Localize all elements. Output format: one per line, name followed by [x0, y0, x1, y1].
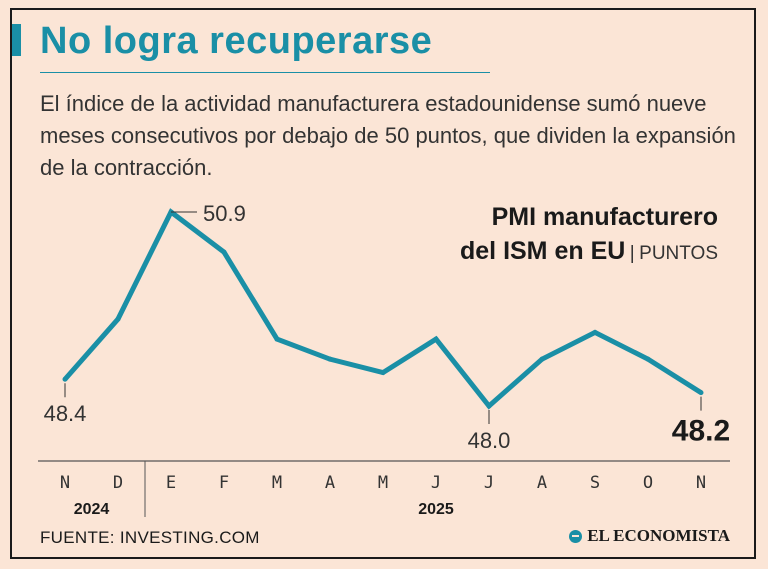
x-tick-label: A	[325, 473, 335, 493]
data-point	[645, 356, 651, 362]
data-point	[433, 336, 439, 342]
x-tick-label: A	[537, 473, 547, 493]
figure-frame	[10, 8, 756, 559]
chart-title-line1: PMI manufacturero	[491, 203, 718, 231]
x-tick-label: D	[113, 473, 123, 493]
title-accent-bar	[12, 24, 21, 56]
chart-unit-label: PUNTOS	[639, 243, 718, 264]
data-point	[592, 329, 598, 335]
chart-title: PMI manufacturero del ISM en EU | PUNTOS	[460, 200, 718, 272]
data-point	[380, 370, 386, 376]
data-point	[274, 336, 280, 342]
series-line-pmi	[63, 208, 703, 410]
x-tick-label: S	[590, 473, 600, 493]
data-point	[62, 376, 68, 382]
x-tick-label: M	[378, 473, 388, 493]
x-tick-label: O	[643, 473, 653, 493]
brand-logo: EL ECONOMISTA	[569, 526, 730, 546]
data-point	[698, 390, 704, 396]
x-tick-label: N	[696, 473, 706, 493]
year-label: 2024	[74, 501, 110, 518]
data-point	[486, 403, 492, 409]
data-label: 48.2	[672, 415, 730, 448]
x-tick-label: F	[219, 473, 229, 493]
x-tick-label: J	[484, 473, 494, 493]
x-tick-label: E	[166, 473, 176, 493]
x-tick-label: N	[60, 473, 70, 493]
chart-title-line2: del ISM en EU	[460, 237, 626, 265]
data-label: 50.9	[203, 201, 246, 226]
source-note: FUENTE: INVESTING.COM	[40, 528, 260, 547]
data-point	[115, 316, 121, 322]
brand-name: EL ECONOMISTA	[587, 526, 730, 545]
title-divider	[40, 72, 490, 73]
page-title: No logra recuperarse	[40, 20, 433, 62]
data-label: 48.4	[44, 401, 87, 426]
x-tick-label: J	[431, 473, 441, 493]
economista-logo-icon	[569, 529, 583, 543]
year-label: 2025	[418, 501, 454, 518]
x-tick-label: M	[272, 473, 282, 493]
data-point	[327, 356, 333, 362]
data-point	[221, 249, 227, 255]
chart-title-separator: |	[629, 243, 635, 264]
page-subtitle: El índice de la actividad manufacturera …	[40, 91, 736, 180]
data-point	[539, 356, 545, 362]
data-label: 48.0	[468, 428, 511, 453]
